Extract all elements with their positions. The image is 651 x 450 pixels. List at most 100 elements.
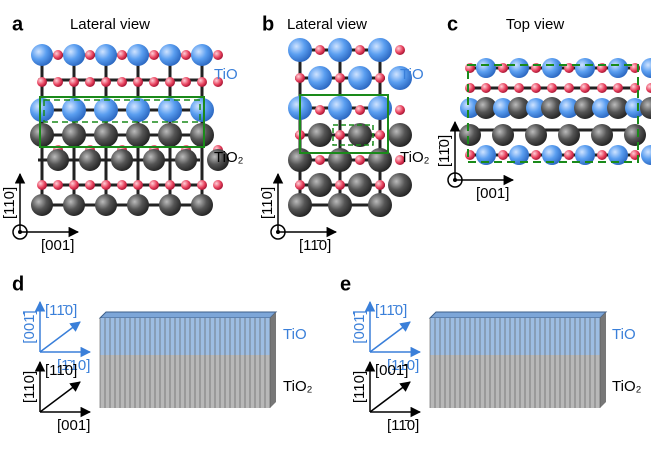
label: [001̄] xyxy=(21,310,38,343)
axis-arrow xyxy=(370,322,410,352)
atom xyxy=(197,77,207,87)
atom xyxy=(624,124,646,146)
atom xyxy=(575,58,595,78)
atom xyxy=(47,149,69,171)
atom xyxy=(288,193,312,217)
atom xyxy=(181,50,191,60)
atom xyxy=(492,124,514,146)
atom xyxy=(213,180,223,190)
slab-top xyxy=(100,312,276,318)
atom xyxy=(564,83,574,93)
structures xyxy=(13,38,651,412)
atom xyxy=(181,180,191,190)
atom xyxy=(94,123,118,147)
atom xyxy=(37,180,47,190)
atom xyxy=(580,83,590,93)
atom xyxy=(85,180,95,190)
label: [11̄0] xyxy=(299,237,331,254)
atom xyxy=(295,180,305,190)
atom xyxy=(62,98,86,122)
label: c xyxy=(447,13,458,35)
slab-top xyxy=(430,312,606,318)
atom xyxy=(328,193,352,217)
atom xyxy=(388,123,412,147)
atom xyxy=(308,66,332,90)
atom xyxy=(525,124,547,146)
atom xyxy=(368,38,392,62)
atom xyxy=(95,194,117,216)
atom xyxy=(348,66,372,90)
atom xyxy=(531,83,541,93)
atom xyxy=(181,77,191,87)
atom xyxy=(117,180,127,190)
atom xyxy=(126,123,150,147)
atom xyxy=(127,44,149,66)
atom xyxy=(127,194,149,216)
atom xyxy=(69,180,79,190)
figure: aLateral viewTiOTiO₂[110][001]bLateral v… xyxy=(0,0,651,450)
atom xyxy=(101,180,111,190)
atom xyxy=(481,83,491,93)
atom xyxy=(85,50,95,60)
atom xyxy=(190,98,214,122)
atom xyxy=(348,123,372,147)
label: a xyxy=(12,13,24,35)
label: TiO xyxy=(612,326,636,343)
atom xyxy=(117,77,127,87)
slab-side xyxy=(270,312,276,408)
label: TiO₂ xyxy=(214,149,244,166)
label: d xyxy=(12,273,24,295)
atom xyxy=(63,194,85,216)
atom xyxy=(465,150,475,160)
atom xyxy=(465,83,475,93)
atom xyxy=(165,77,175,87)
atom xyxy=(591,124,613,146)
label: [110] xyxy=(259,187,276,219)
atom xyxy=(30,123,54,147)
atom xyxy=(597,150,607,160)
label: [001] xyxy=(41,237,74,254)
atom xyxy=(498,83,508,93)
atom xyxy=(335,180,345,190)
atom xyxy=(37,77,47,87)
label: [11̄0] xyxy=(45,362,77,379)
label: [11̄0] xyxy=(45,302,77,319)
atom xyxy=(315,105,325,115)
atom xyxy=(175,149,197,171)
atom xyxy=(315,45,325,55)
atom xyxy=(646,83,651,93)
label: TiO₂ xyxy=(612,378,642,395)
atom xyxy=(641,145,651,165)
atom xyxy=(30,98,54,122)
atom xyxy=(476,58,496,78)
label: [11̄0] xyxy=(387,417,419,434)
label: [110] xyxy=(1,187,18,219)
label: [110] xyxy=(21,371,38,403)
atom xyxy=(149,77,159,87)
atom xyxy=(308,173,332,197)
atom xyxy=(613,83,623,93)
atom xyxy=(197,180,207,190)
label: TiO₂ xyxy=(400,149,430,166)
atom xyxy=(531,150,541,160)
atom xyxy=(514,83,524,93)
label: TiO xyxy=(283,326,307,343)
atom xyxy=(498,150,508,160)
atom xyxy=(133,180,143,190)
label: [001̄] xyxy=(351,310,368,343)
slab-side xyxy=(600,312,606,408)
atom xyxy=(355,45,365,55)
atom xyxy=(159,194,181,216)
atom xyxy=(62,123,86,147)
atom xyxy=(509,58,529,78)
atom xyxy=(295,73,305,83)
atom xyxy=(355,155,365,165)
atom xyxy=(328,96,352,120)
atom xyxy=(79,149,101,171)
atom xyxy=(159,44,181,66)
atom xyxy=(126,98,150,122)
atom xyxy=(308,123,332,147)
atom xyxy=(63,44,85,66)
atom xyxy=(191,44,213,66)
label: Top view xyxy=(506,16,565,33)
